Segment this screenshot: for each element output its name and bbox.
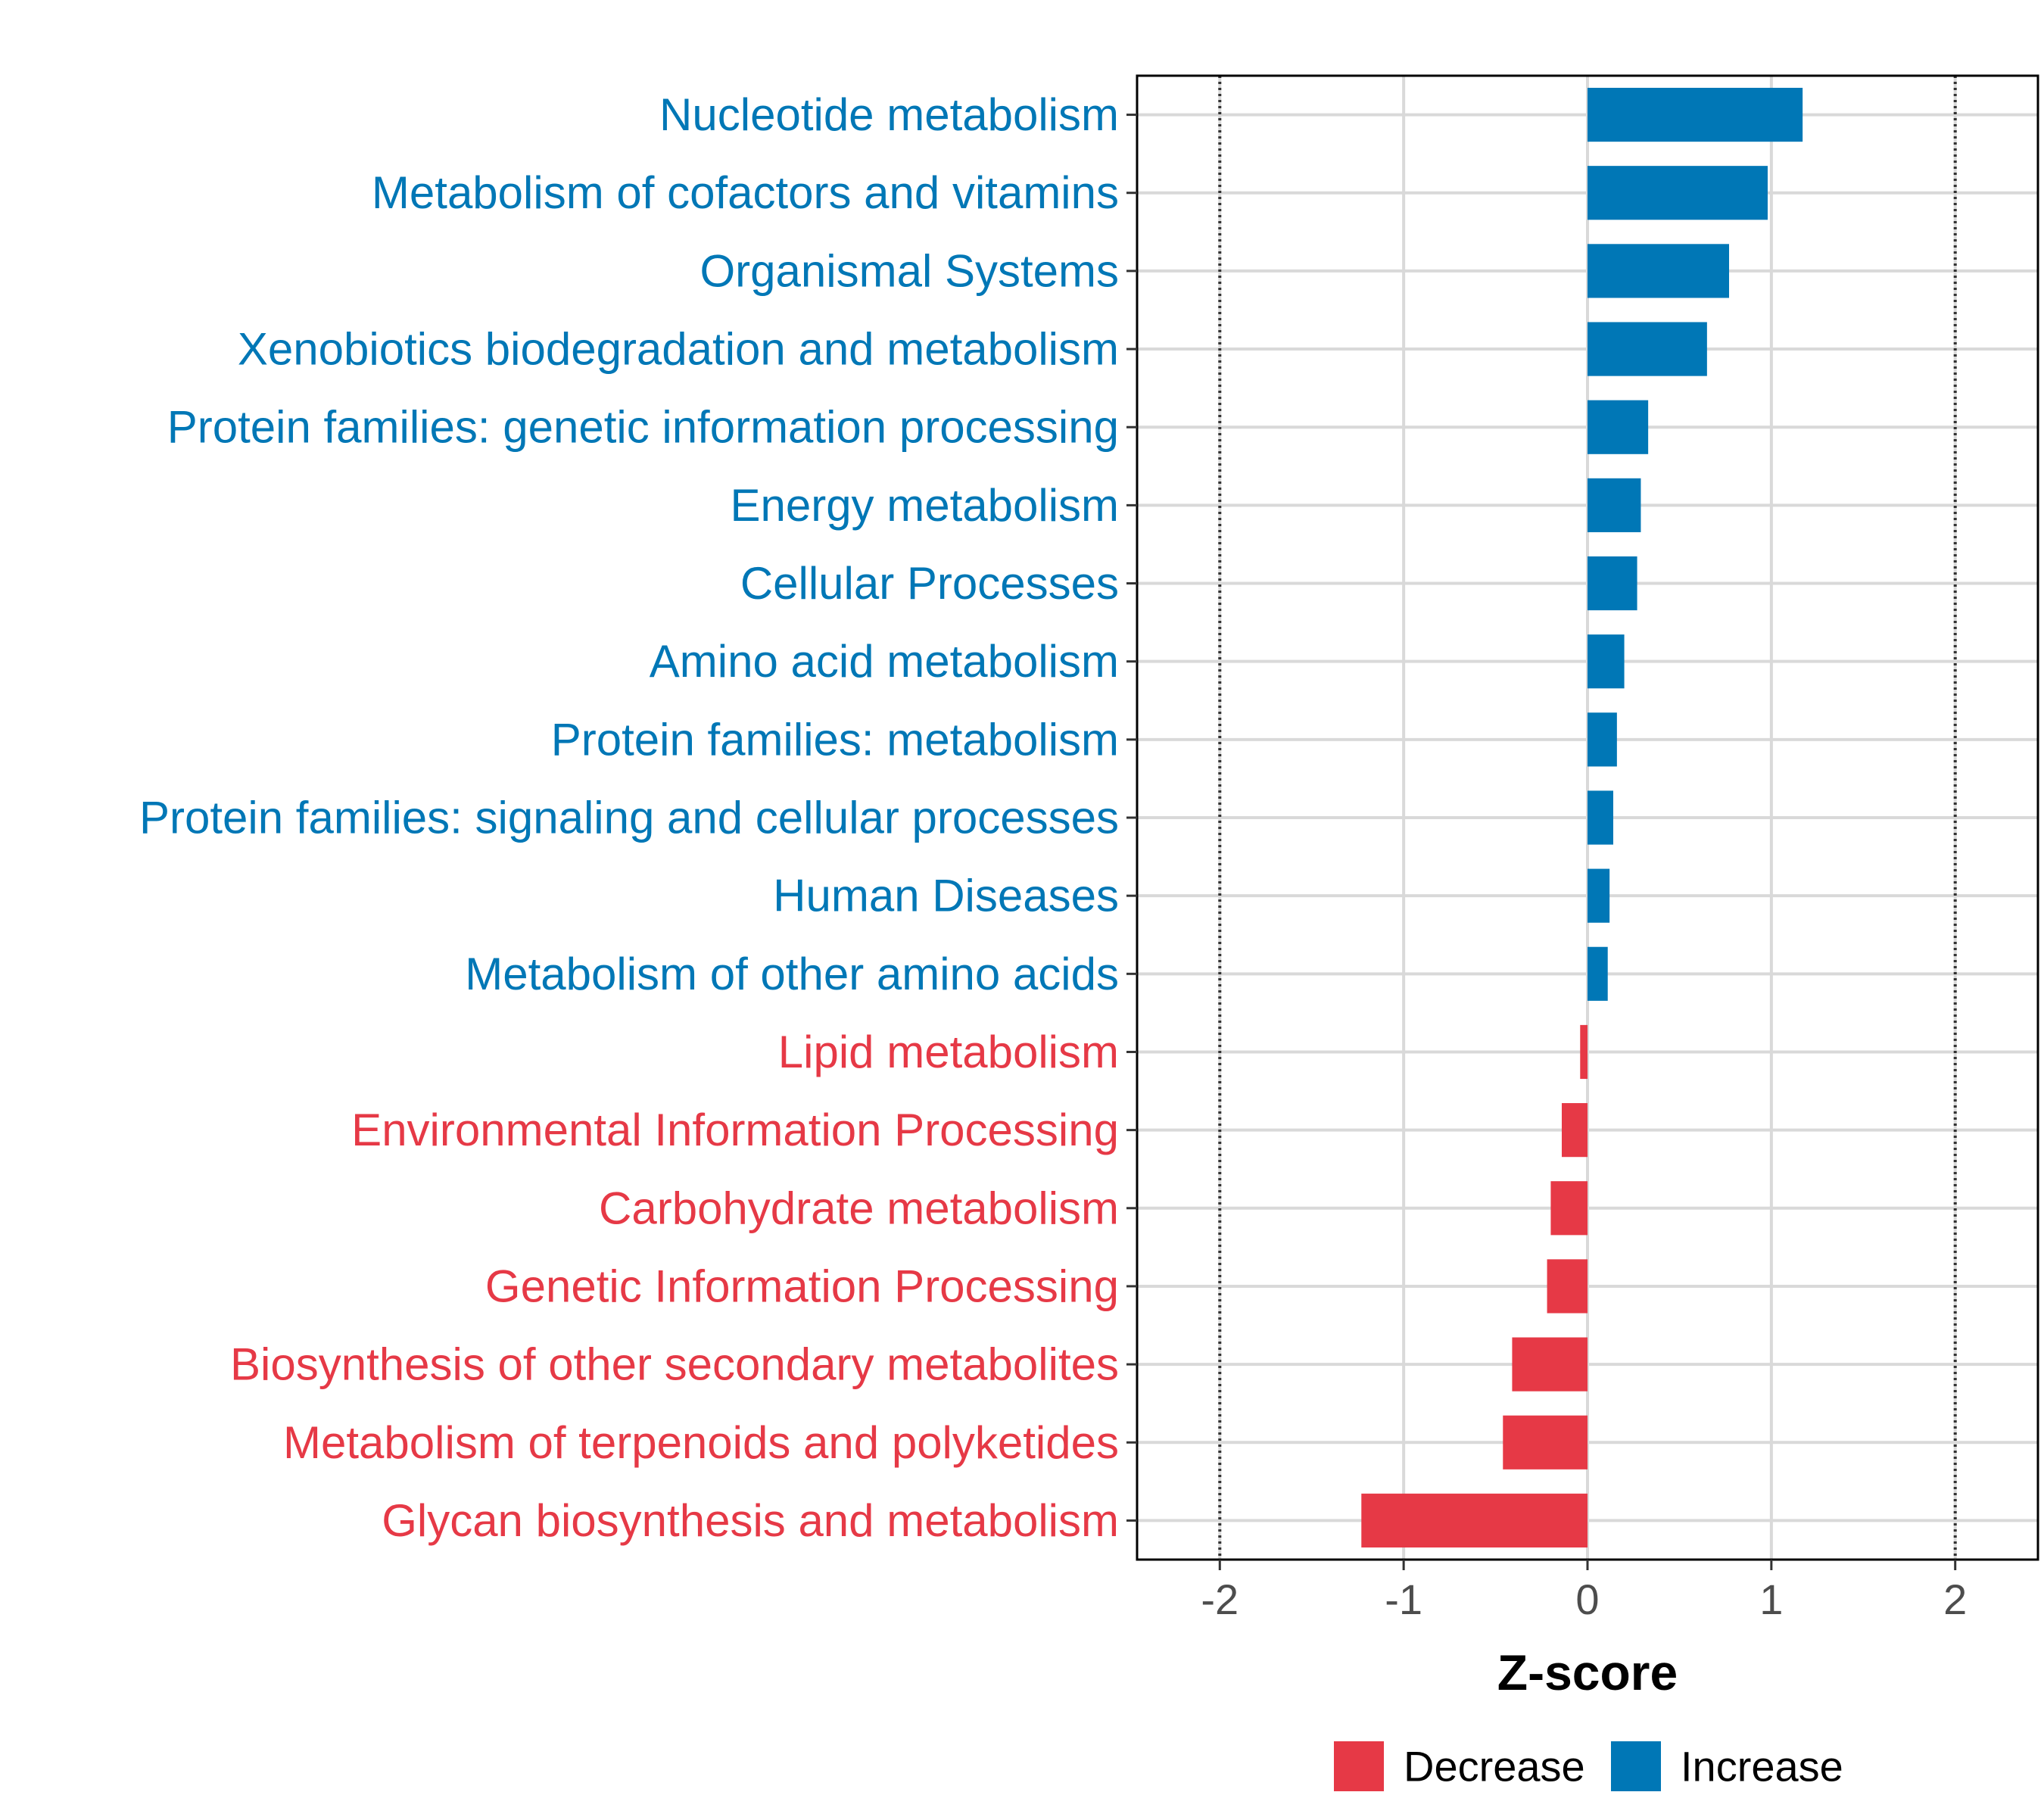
category-label: Environmental Information Processing bbox=[351, 1105, 1119, 1155]
x-tick-label: -2 bbox=[1201, 1575, 1239, 1623]
bar bbox=[1588, 166, 1768, 220]
category-label: Metabolism of other amino acids bbox=[465, 949, 1119, 999]
x-axis-ticks: -2 -1 0 1 2 bbox=[1201, 1560, 1967, 1623]
bar bbox=[1588, 87, 1803, 142]
bar bbox=[1588, 790, 1613, 845]
bar bbox=[1588, 634, 1625, 689]
category-label: Protein families: genetic information pr… bbox=[167, 402, 1119, 453]
legend-label: Increase bbox=[1681, 1743, 1843, 1791]
bar bbox=[1588, 556, 1637, 611]
y-axis-ticks: Nucleotide metabolism Metabolism of cofac… bbox=[139, 89, 1137, 1546]
category-label: Nucleotide metabolism bbox=[659, 89, 1119, 140]
bar bbox=[1361, 1493, 1588, 1548]
legend-swatch bbox=[1611, 1741, 1661, 1791]
bar bbox=[1588, 322, 1707, 376]
category-label: Energy metabolism bbox=[730, 480, 1119, 531]
x-tick-label: -1 bbox=[1385, 1575, 1422, 1623]
category-label: Protein families: signaling and cellular… bbox=[139, 793, 1119, 843]
category-label: Xenobiotics biodegradation and metabolis… bbox=[238, 324, 1119, 375]
bar bbox=[1588, 244, 1729, 298]
legend-label: Decrease bbox=[1404, 1743, 1585, 1791]
x-axis-title: Z-score bbox=[1497, 1644, 1678, 1700]
legend-swatch bbox=[1334, 1741, 1384, 1791]
category-label: Organismal Systems bbox=[700, 245, 1119, 296]
category-label: Carbohydrate metabolism bbox=[599, 1183, 1119, 1233]
category-label: Genetic Information Processing bbox=[485, 1261, 1119, 1311]
category-label: Protein families: metabolism bbox=[551, 714, 1119, 765]
category-label: Glycan biosynthesis and metabolism bbox=[382, 1495, 1119, 1546]
bar bbox=[1562, 1103, 1588, 1158]
bar bbox=[1512, 1337, 1588, 1392]
bar bbox=[1588, 946, 1608, 1001]
category-label: Metabolism of terpenoids and polyketides bbox=[283, 1417, 1119, 1468]
x-tick-label: 0 bbox=[1575, 1575, 1599, 1623]
bar bbox=[1547, 1259, 1588, 1314]
category-label: Cellular Processes bbox=[740, 558, 1119, 609]
bar bbox=[1588, 712, 1617, 767]
category-label: Metabolism of cofactors and vitamins bbox=[372, 167, 1119, 218]
category-label: Lipid metabolism bbox=[778, 1027, 1119, 1077]
bar bbox=[1588, 400, 1649, 454]
bar bbox=[1588, 868, 1610, 923]
bar bbox=[1580, 1024, 1588, 1080]
bar bbox=[1550, 1181, 1588, 1236]
category-label: Amino acid metabolism bbox=[650, 636, 1119, 687]
x-tick-label: 1 bbox=[1759, 1575, 1783, 1623]
category-label: Biosynthesis of other secondary metaboli… bbox=[230, 1339, 1119, 1390]
reference-lines bbox=[1218, 76, 1957, 1560]
category-label: Human Diseases bbox=[773, 871, 1119, 921]
bar bbox=[1588, 478, 1641, 532]
bars bbox=[1361, 87, 1803, 1548]
legend: Decrease Increase bbox=[1334, 1741, 1843, 1791]
bar bbox=[1503, 1415, 1588, 1469]
x-tick-label: 2 bbox=[1943, 1575, 1967, 1623]
